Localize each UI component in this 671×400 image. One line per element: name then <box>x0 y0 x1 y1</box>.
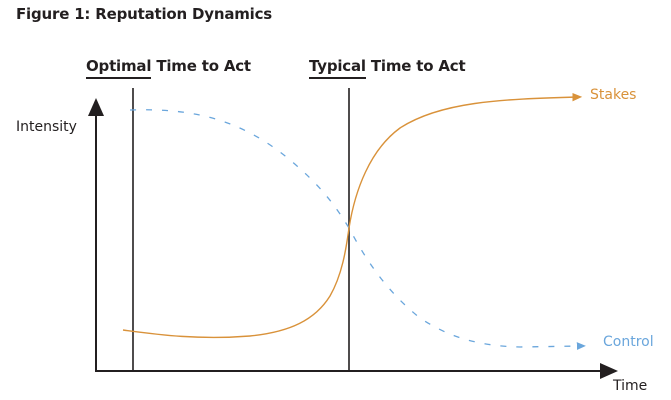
stakes-curve <box>122 92 583 339</box>
control-curve <box>129 109 586 350</box>
y-axis-label: Intensity <box>16 119 77 135</box>
optimal-rest: Time to Act <box>151 57 251 75</box>
x-axis-label: Time <box>613 378 648 394</box>
typical-time-label: Typical Time to Act <box>309 57 466 79</box>
control-label: Control <box>603 334 654 350</box>
typical-rest: Time to Act <box>365 57 466 75</box>
typical-emphasis: Typical <box>309 57 366 79</box>
stakes-label: Stakes <box>590 87 637 103</box>
figure-title: Figure 1: Reputation Dynamics <box>16 5 273 23</box>
optimal-emphasis: Optimal <box>86 57 151 79</box>
optimal-time-label: Optimal Time to Act <box>86 57 251 79</box>
